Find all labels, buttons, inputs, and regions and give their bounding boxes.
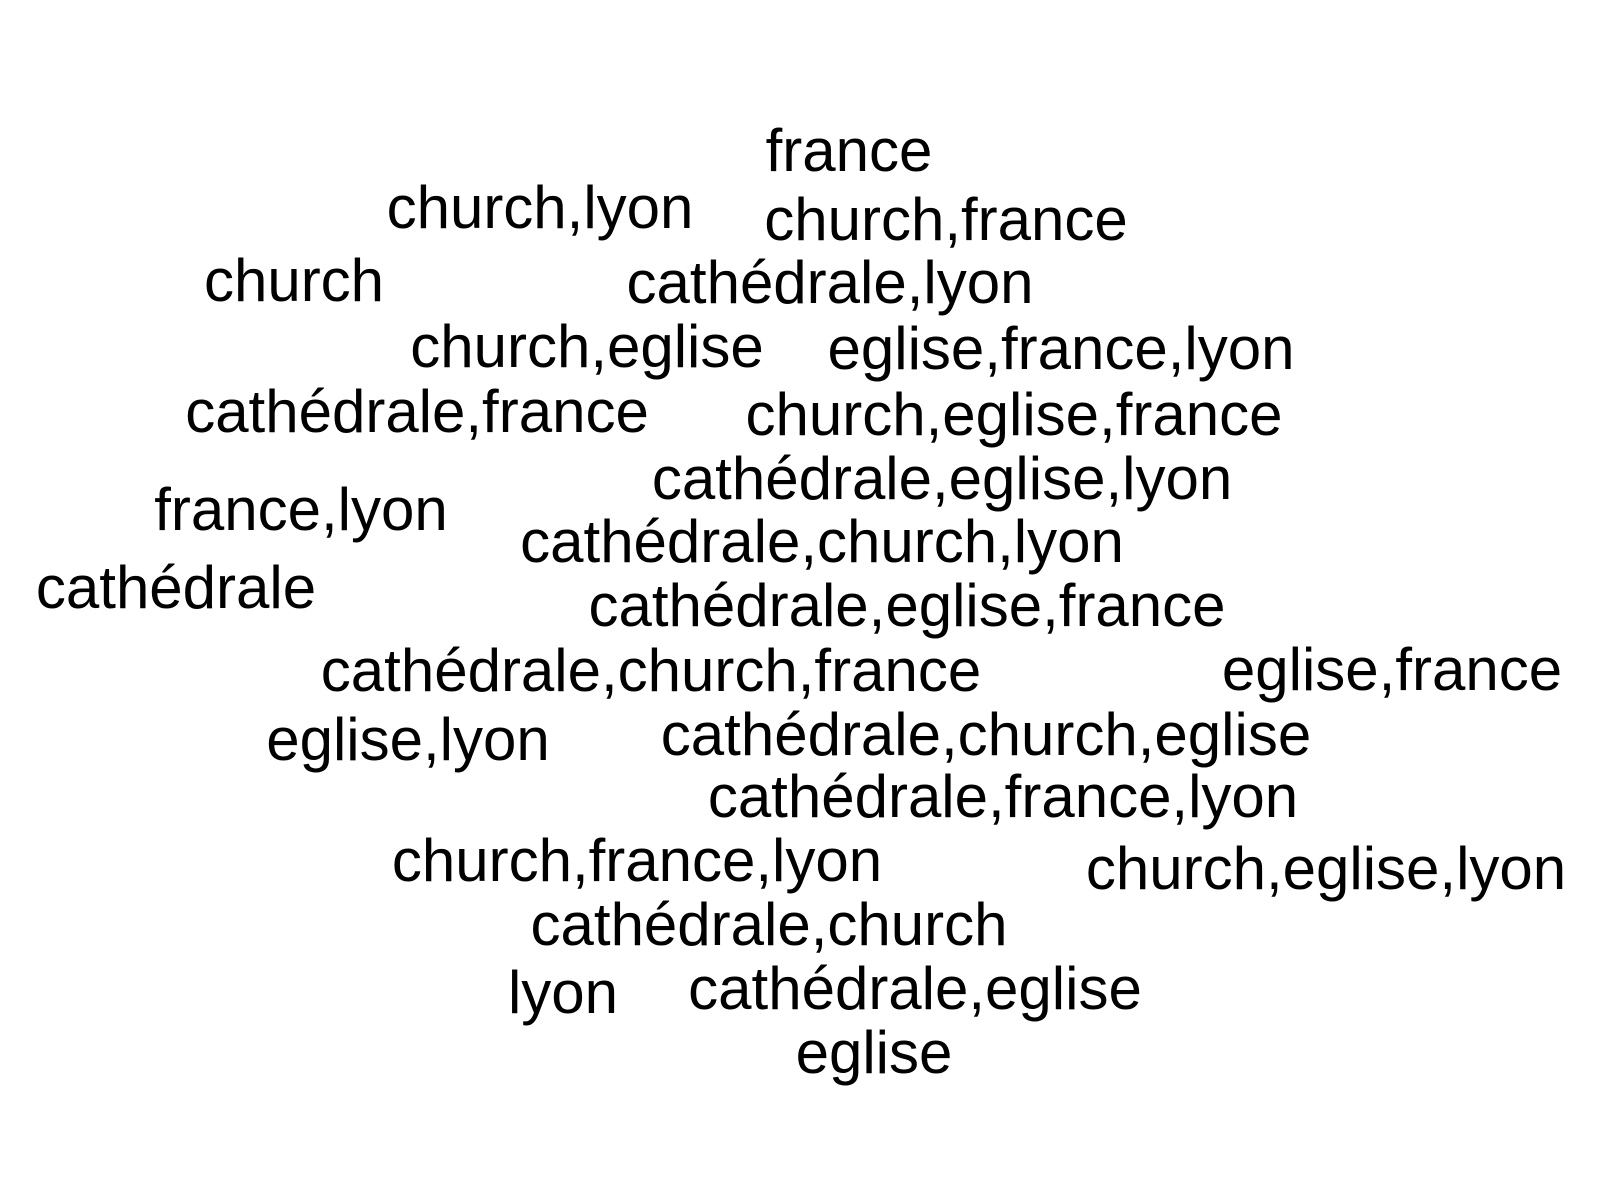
word-cloud-term: eglise	[795, 1019, 953, 1086]
word-cloud-term: cathédrale	[35, 554, 317, 621]
word-cloud-term: cathédrale,france	[185, 378, 649, 445]
word-cloud-term: church,france,lyon	[391, 827, 883, 894]
word-cloud-term: church,eglise,lyon	[1085, 835, 1567, 902]
word-cloud-term: cathédrale,lyon	[626, 249, 1034, 316]
word-cloud-term: eglise,france	[1221, 636, 1563, 703]
word-cloud-term: church,lyon	[386, 174, 694, 241]
word-cloud-term: france	[765, 117, 933, 184]
word-cloud-term: cathédrale,church,france	[320, 637, 982, 704]
word-cloud-term: church,eglise,france	[745, 381, 1283, 448]
word-cloud-term: cathédrale,eglise,france	[588, 572, 1226, 639]
word-cloud-term: church	[203, 247, 385, 314]
word-cloud-term: cathédrale,eglise,lyon	[651, 445, 1233, 512]
word-cloud-term: cathédrale,church,eglise	[660, 701, 1312, 768]
word-cloud-term: lyon	[507, 959, 619, 1026]
word-cloud-term: cathédrale,france,lyon	[707, 763, 1299, 830]
word-cloud-term: cathédrale,church	[530, 891, 1008, 958]
word-cloud-term: church,france	[764, 186, 1128, 253]
word-cloud-term: church,eglise	[410, 313, 764, 380]
word-cloud-term: france,lyon	[154, 476, 448, 543]
word-cloud-term: cathédrale,eglise	[688, 955, 1142, 1022]
word-cloud-term: eglise,france,lyon	[827, 315, 1295, 382]
word-cloud-term: cathédrale,church,lyon	[520, 508, 1124, 575]
word-cloud-term: eglise,lyon	[266, 706, 550, 773]
